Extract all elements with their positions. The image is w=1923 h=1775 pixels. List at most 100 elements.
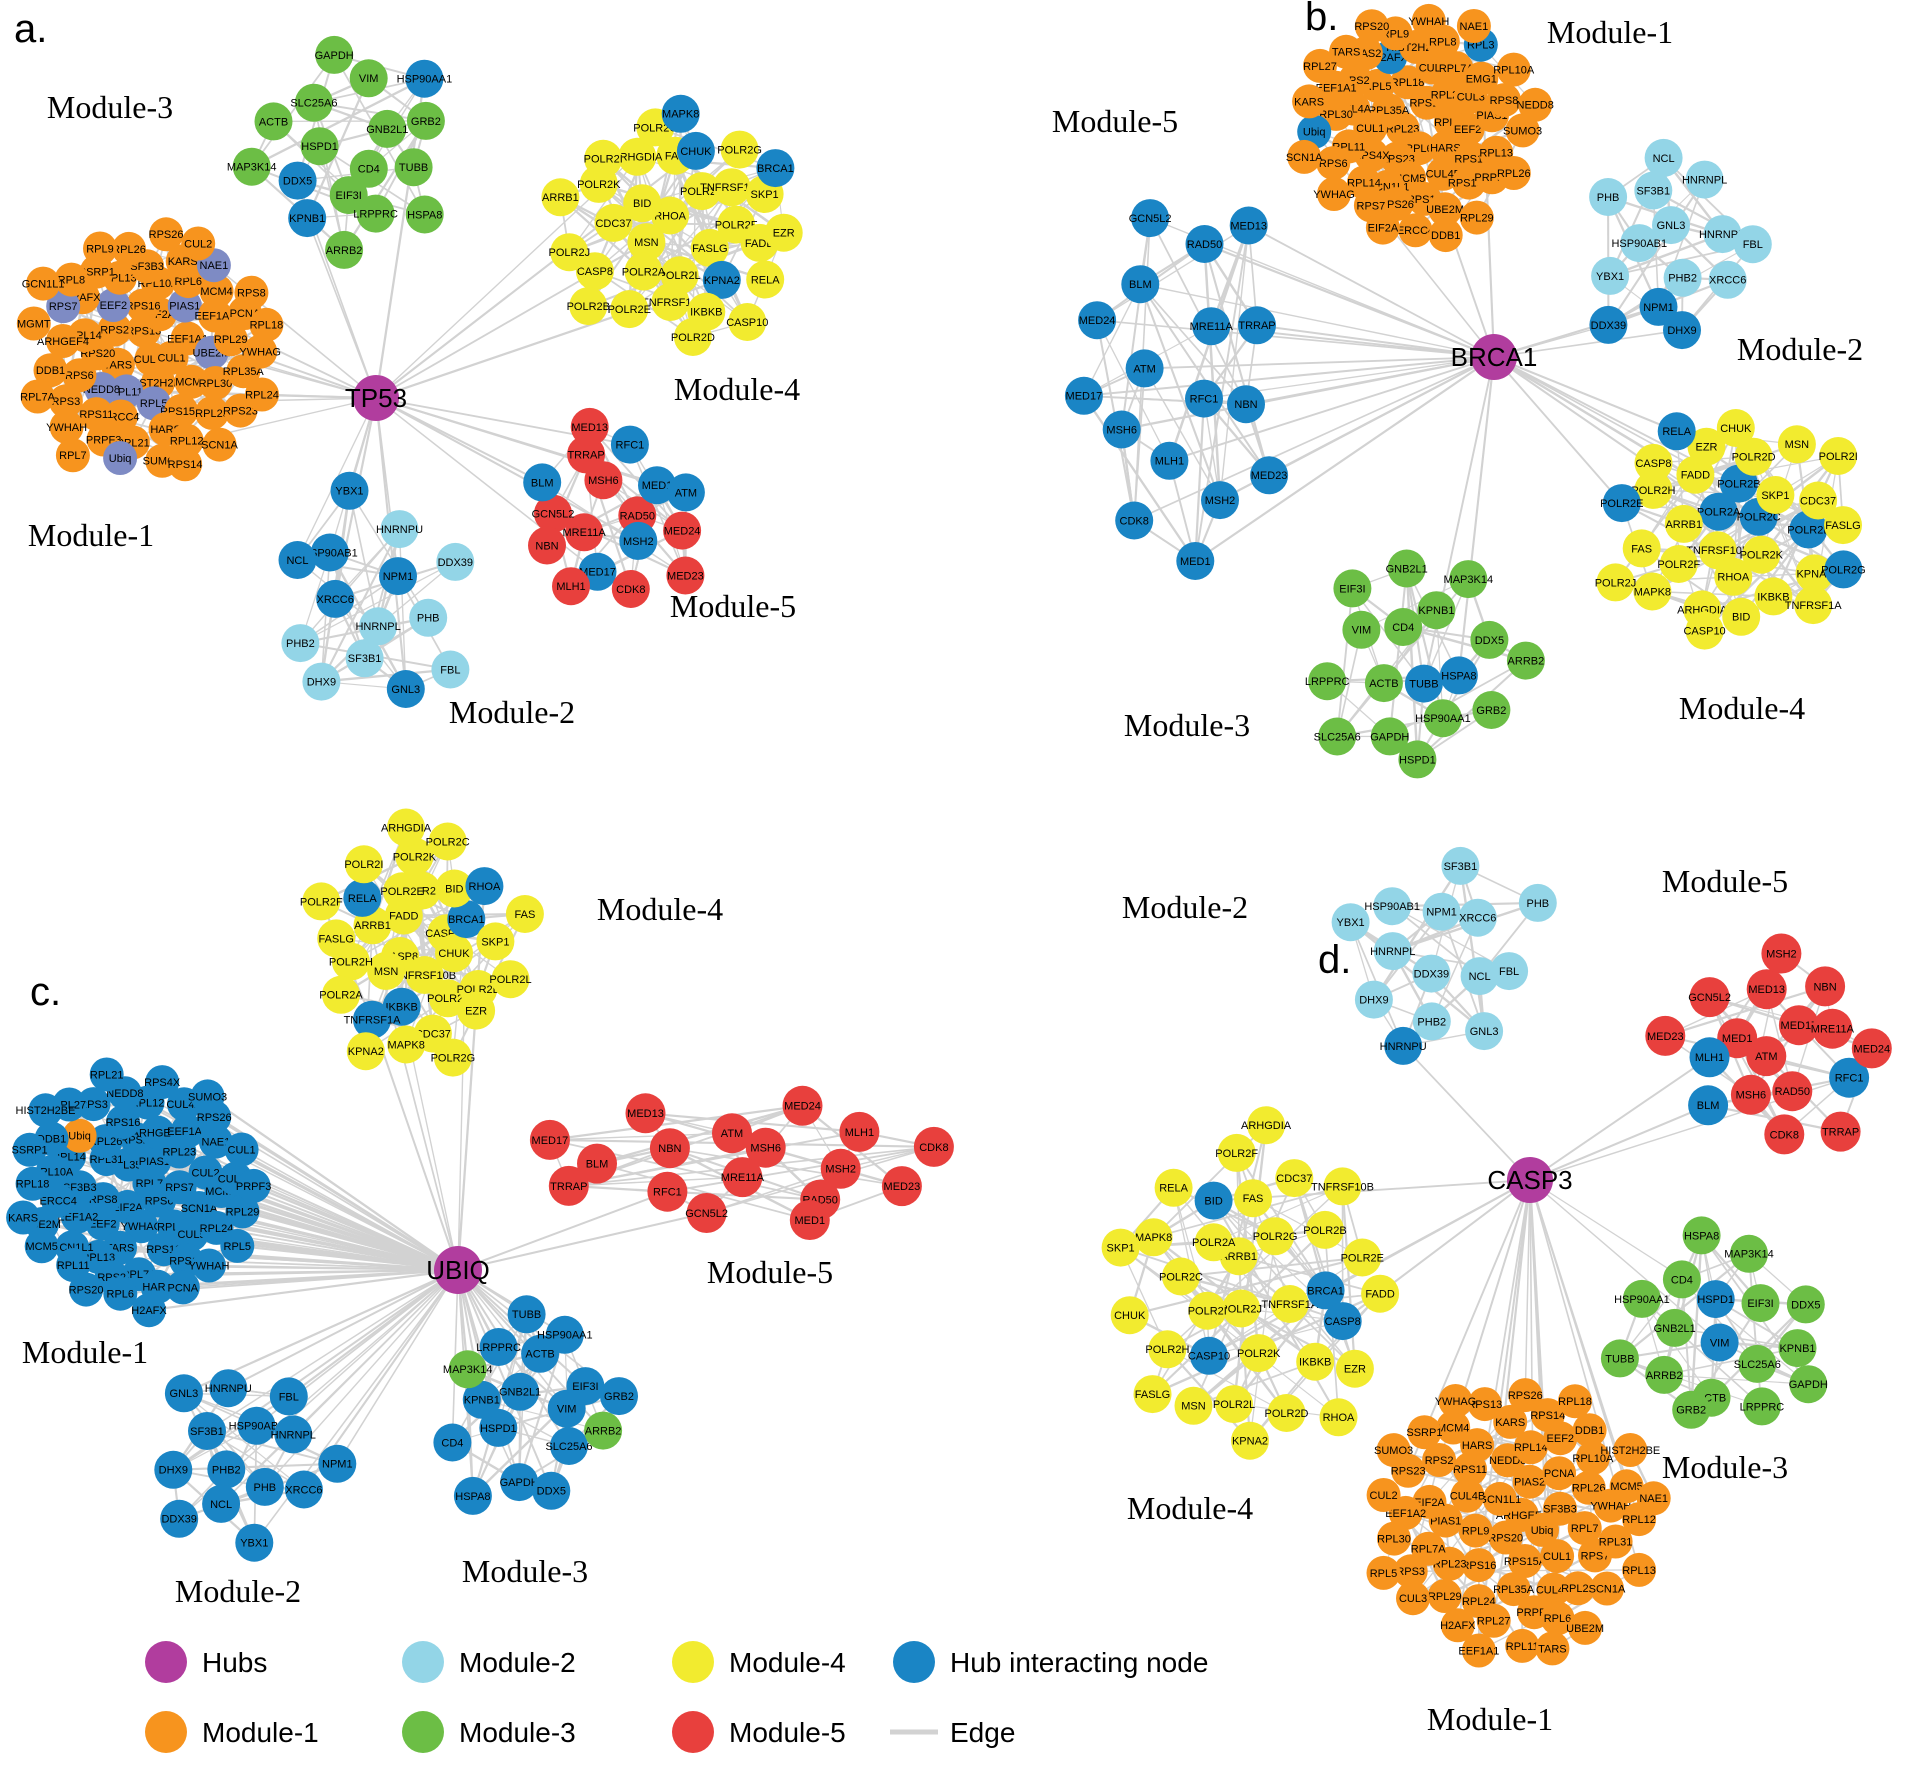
network-node xyxy=(431,650,470,689)
network-node xyxy=(584,139,623,178)
node-label: PIAS1 xyxy=(139,1156,170,1168)
network-node xyxy=(188,1412,226,1450)
node-label: VIM xyxy=(1710,1337,1730,1349)
network-node xyxy=(1708,260,1747,299)
legend-label: Module-3 xyxy=(459,1717,576,1748)
network-node xyxy=(1449,560,1488,599)
node-label: RPL31 xyxy=(90,1154,124,1166)
node-label: BLM xyxy=(586,1158,609,1170)
node-label: SF3B1 xyxy=(1444,861,1478,873)
network-node xyxy=(1633,572,1672,611)
node-label: SCN1A xyxy=(1286,152,1323,164)
node-label: SLC25A6 xyxy=(545,1441,592,1453)
node-label: ARHGEF4 xyxy=(37,336,89,348)
node-label: MED24 xyxy=(664,525,701,537)
network-node xyxy=(1439,656,1478,695)
network-node xyxy=(1644,138,1683,177)
network-node xyxy=(881,1166,922,1207)
node-label: ACTB xyxy=(259,116,288,128)
node-label: Ubiq xyxy=(1303,127,1326,139)
edge xyxy=(1149,217,1247,405)
node-label: NPM1 xyxy=(383,571,414,583)
node-label: POLR2J xyxy=(1595,577,1637,589)
node-label: DDX5 xyxy=(537,1486,566,1498)
node-label: RPL29 xyxy=(226,1206,260,1218)
node-label: CUL5 xyxy=(177,1229,205,1241)
node-label: POLR2C xyxy=(1737,512,1781,524)
network-node xyxy=(124,1209,159,1244)
module-label: Module-2 xyxy=(1122,889,1248,925)
node-label: MCM5 xyxy=(1610,1481,1642,1493)
node-label: FAS xyxy=(515,909,536,921)
network-node xyxy=(1333,569,1372,608)
edge xyxy=(227,1269,459,1390)
network-node xyxy=(447,900,486,939)
network-node xyxy=(448,1350,487,1389)
edge xyxy=(1388,568,1408,737)
node-label: YWHAG xyxy=(121,1221,163,1233)
network-node xyxy=(46,324,80,358)
network-node xyxy=(1490,952,1529,991)
network-node xyxy=(302,882,341,921)
edge xyxy=(1402,1045,1531,1181)
node-label: LRPPRC xyxy=(476,1342,521,1354)
node-label: SF3B1 xyxy=(1636,185,1670,197)
network-node xyxy=(782,1085,823,1126)
node-label: EIF3I xyxy=(336,190,362,202)
node-label: RPS8 xyxy=(1490,95,1519,107)
node-label: MSH2 xyxy=(623,536,654,548)
network-node xyxy=(1412,954,1451,993)
network-node xyxy=(1543,1491,1577,1526)
node-label: EEF2 xyxy=(100,300,128,312)
node-label: IKBKB xyxy=(1299,1357,1331,1369)
network-node xyxy=(500,1463,539,1502)
network-node xyxy=(686,1193,727,1233)
network-node xyxy=(569,287,608,326)
node-label: SKP1 xyxy=(1761,490,1789,502)
node-label: ARHGEF4 xyxy=(132,1127,184,1139)
hub-node-tp53 xyxy=(353,375,399,421)
legend-label: Edge xyxy=(950,1717,1015,1748)
node-label: RPL13 xyxy=(1479,148,1513,160)
network-node xyxy=(1682,1216,1721,1255)
node-label: BRCA1 xyxy=(448,914,485,926)
node-label: HSPA8 xyxy=(1684,1230,1719,1242)
text-layer: Module-3 Module-4 Module-1 Module-5 Module-2… xyxy=(14,0,1863,1737)
edge xyxy=(1619,1357,1763,1407)
node-label: GNL3 xyxy=(1470,1026,1499,1038)
node-label: MED1 xyxy=(795,1215,826,1227)
network-node xyxy=(1417,591,1456,630)
node-label: HSPD1 xyxy=(1399,754,1436,766)
network-node xyxy=(1542,1456,1577,1491)
node-label: NAE1 xyxy=(1460,21,1489,33)
network-node xyxy=(1657,412,1696,451)
node-label: KPNB1 xyxy=(464,1395,500,1407)
network-node xyxy=(457,991,496,1030)
node-label: SF3B3 xyxy=(130,261,164,273)
node-label: YWHAH xyxy=(1590,1500,1631,1512)
node-label: POLR2K xyxy=(1740,550,1784,562)
node-label: CASP8 xyxy=(1325,1316,1361,1328)
edge xyxy=(1619,1252,1750,1360)
node-label: RPL21 xyxy=(1561,1583,1595,1595)
network-node xyxy=(666,556,705,595)
node-label: POLR2A xyxy=(319,990,363,1002)
node-label: SSRP1 xyxy=(1406,1427,1442,1439)
node-label: POLR2I xyxy=(1819,451,1858,463)
network-node xyxy=(1613,1433,1648,1467)
node-label: RPL10A xyxy=(1572,1453,1614,1465)
network-node xyxy=(1596,563,1635,602)
network-node xyxy=(1174,1386,1213,1425)
network-node xyxy=(1229,206,1268,245)
node-label: POLR2H xyxy=(329,956,373,968)
node-label: GCN1L1 xyxy=(22,278,65,290)
node-label: RPS2 xyxy=(100,324,129,336)
node-label: BRCA1 xyxy=(757,163,794,175)
node-label: EIF3I xyxy=(572,1381,598,1393)
network-node xyxy=(507,1295,546,1334)
network-node xyxy=(1407,1415,1442,1450)
network-node xyxy=(1370,717,1409,756)
network-node xyxy=(651,283,690,321)
node-label: DDB1 xyxy=(1431,230,1460,242)
legend-swatch-module-3 xyxy=(402,1711,444,1753)
